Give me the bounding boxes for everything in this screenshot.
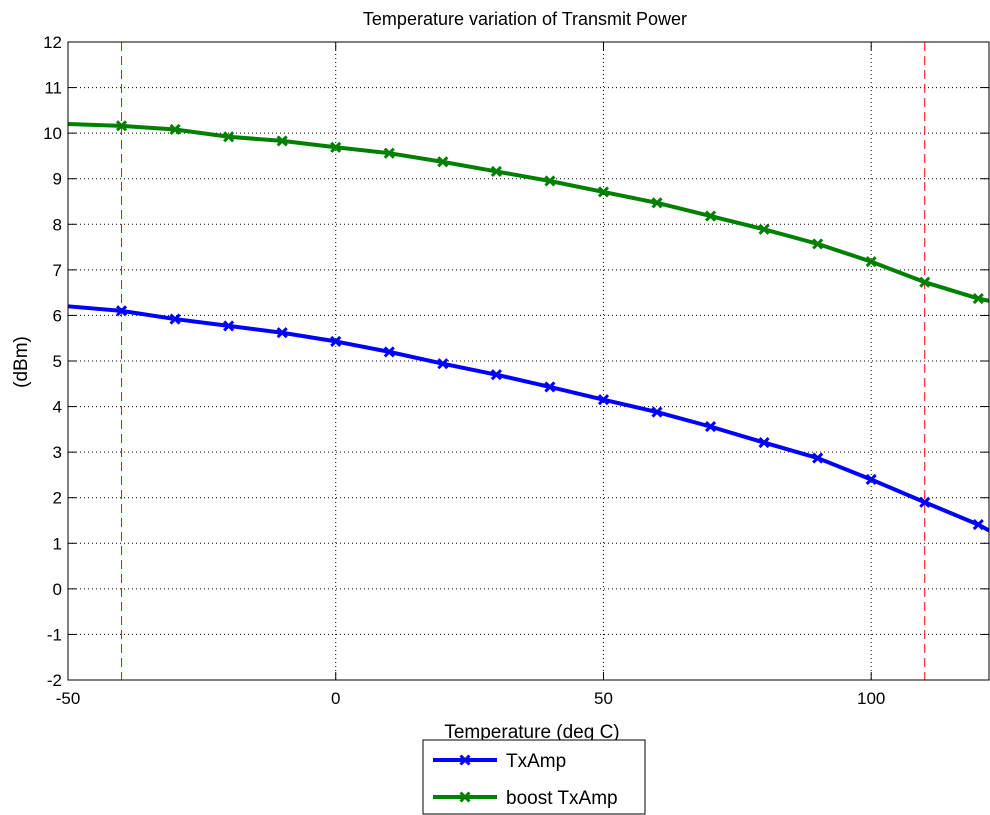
x-tick-labels: -50 0 50 100 xyxy=(56,689,886,708)
series-line xyxy=(67,122,990,303)
y-tick-label: 8 xyxy=(53,215,62,234)
data-point xyxy=(490,369,502,381)
legend-box xyxy=(422,739,646,815)
data-point xyxy=(704,421,717,433)
data-point xyxy=(276,327,288,339)
data-point xyxy=(169,123,181,136)
data-point xyxy=(597,186,610,198)
data-point xyxy=(597,394,610,406)
y-tick-label: 3 xyxy=(53,443,62,462)
data-point xyxy=(115,305,128,317)
ticks xyxy=(67,41,989,681)
data-point xyxy=(437,156,449,168)
x-axis-title: Temperature (deg C) xyxy=(444,722,619,743)
y-tick-label: 0 xyxy=(53,580,62,599)
data-point xyxy=(276,135,288,147)
y-tick-label: 4 xyxy=(53,398,62,417)
data-point xyxy=(223,320,235,332)
series-layer xyxy=(67,120,990,533)
data-point xyxy=(651,406,663,418)
series-line xyxy=(67,304,990,533)
data-point xyxy=(812,452,824,464)
data-point xyxy=(169,313,181,325)
legend-item: boost TxAmp xyxy=(433,788,618,809)
x-tick-label: -50 xyxy=(56,689,81,708)
data-point xyxy=(919,276,931,288)
x-tick-label: 0 xyxy=(331,689,340,708)
x-tick-label: 100 xyxy=(857,689,885,708)
y-tick-label: 9 xyxy=(53,170,62,189)
data-point xyxy=(330,141,342,153)
y-tick-label: 11 xyxy=(44,79,62,98)
y-axis-title: (dBm) xyxy=(11,336,32,388)
y-tick-label: -2 xyxy=(47,671,62,690)
y-tick-label: 10 xyxy=(43,124,62,143)
y-tick-label: 7 xyxy=(53,261,62,280)
data-point xyxy=(972,293,984,305)
y-tick-label: 6 xyxy=(53,306,62,325)
data-point xyxy=(651,197,663,209)
legend-item: TxAmp xyxy=(433,751,566,772)
legend-marker xyxy=(459,754,471,766)
legend-label: boost TxAmp xyxy=(506,788,618,809)
data-point xyxy=(865,473,877,486)
data-point xyxy=(972,519,984,531)
y-tick-label: -1 xyxy=(47,625,62,644)
data-point xyxy=(383,147,395,159)
legend-label: TxAmp xyxy=(506,751,566,772)
data-point xyxy=(544,381,556,393)
y-tick-label: 1 xyxy=(53,534,62,553)
data-point xyxy=(758,223,770,235)
data-point xyxy=(490,165,502,177)
data-point xyxy=(115,120,128,132)
data-point xyxy=(812,238,824,250)
series-1 xyxy=(67,120,990,305)
legend-marker xyxy=(459,791,471,803)
chart-title: Temperature variation of Transmit Power xyxy=(363,9,687,29)
data-point xyxy=(919,496,931,508)
y-tick-label: 2 xyxy=(53,489,62,508)
y-tick-label: 5 xyxy=(53,352,62,371)
data-point xyxy=(437,358,449,370)
data-point xyxy=(223,131,235,143)
series-0 xyxy=(67,304,990,533)
data-point xyxy=(330,335,342,347)
reference-lines xyxy=(121,42,926,680)
x-tick-label: 50 xyxy=(594,689,613,708)
grid xyxy=(68,42,989,680)
data-point xyxy=(865,256,877,268)
data-point xyxy=(758,437,770,449)
y-tick-label: 12 xyxy=(43,33,62,52)
data-point xyxy=(704,210,717,222)
data-point xyxy=(383,346,395,358)
legend: TxAmp boost TxAmp xyxy=(422,739,646,815)
data-point xyxy=(544,175,556,187)
